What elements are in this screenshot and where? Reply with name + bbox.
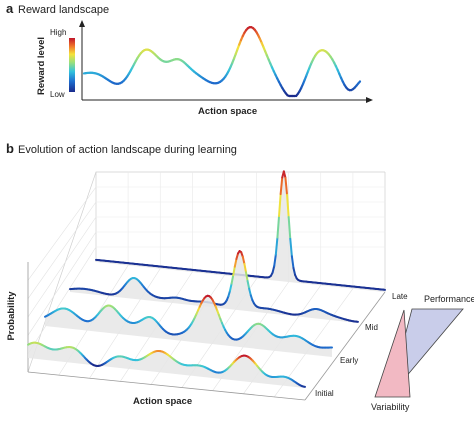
- trace-segment: [276, 215, 281, 239]
- grid-line: [27, 216, 97, 318]
- trace-segment: [229, 282, 233, 292]
- reward-curve-segment: [357, 80, 362, 85]
- performance-label: Performance: [424, 294, 474, 304]
- trace-segment: [287, 216, 292, 240]
- trace-segment: [245, 271, 249, 282]
- trace-segment: [273, 253, 277, 268]
- variability-triangle: [374, 309, 411, 398]
- panel-b-letter: b: [6, 141, 14, 156]
- stage-label-initial: Initial: [315, 389, 334, 398]
- colorbar-high-label: High: [50, 28, 66, 37]
- floor-front-edge: [27, 371, 306, 401]
- action-space-label: Action space: [133, 396, 192, 407]
- reward-curve: [82, 26, 362, 98]
- panel-b-title: Evolution of action landscape during lea…: [18, 144, 237, 156]
- trace-segment: [246, 279, 251, 290]
- reward-y-arrow: [79, 20, 85, 27]
- trace-mid: [69, 250, 359, 323]
- panel-a-letter: a: [6, 1, 14, 16]
- trace-segment: [278, 193, 282, 218]
- trace-fill-mid: [70, 251, 358, 323]
- trace-segment: [271, 265, 276, 274]
- trace-segment: [286, 193, 290, 219]
- probability-label: Probability: [6, 291, 17, 341]
- reward-level-label: Reward level: [36, 37, 47, 95]
- trace-segment: [284, 176, 289, 196]
- trace-segment: [233, 258, 238, 268]
- trace-segment: [248, 287, 252, 297]
- panel-a-title: Reward landscape: [18, 4, 109, 16]
- stage-label-early: Early: [340, 356, 358, 365]
- floor-side-edge: [304, 291, 386, 401]
- stage-label-late: Late: [392, 292, 408, 301]
- trace-initial: [27, 341, 306, 388]
- colorbar-low-label: Low: [50, 90, 65, 99]
- trace-early: [44, 294, 333, 357]
- trace-segment: [292, 267, 297, 276]
- grid-line: [27, 186, 97, 281]
- grid-line: [27, 231, 97, 336]
- reward-x-arrow: [366, 97, 373, 103]
- trace-segment: [241, 255, 246, 265]
- grid-line: [27, 246, 97, 354]
- trace-segment: [232, 265, 236, 277]
- stage-label-mid: Mid: [365, 323, 378, 332]
- grid-lines: [27, 171, 386, 398]
- variability-label: Variability: [371, 402, 410, 412]
- trace-segment: [274, 236, 279, 256]
- learning-traces: [27, 170, 386, 388]
- trace-fill-initial: [28, 342, 305, 388]
- trace-segment: [282, 170, 287, 179]
- trace-segment: [289, 237, 293, 258]
- trace-segment: [279, 176, 284, 196]
- trace-segment: [230, 274, 235, 285]
- reward-colorbar: [69, 38, 75, 92]
- grid-line: [27, 201, 97, 299]
- trace-segment: [243, 262, 247, 274]
- reward-x-label: Action space: [198, 106, 257, 117]
- trace-segment: [290, 255, 295, 270]
